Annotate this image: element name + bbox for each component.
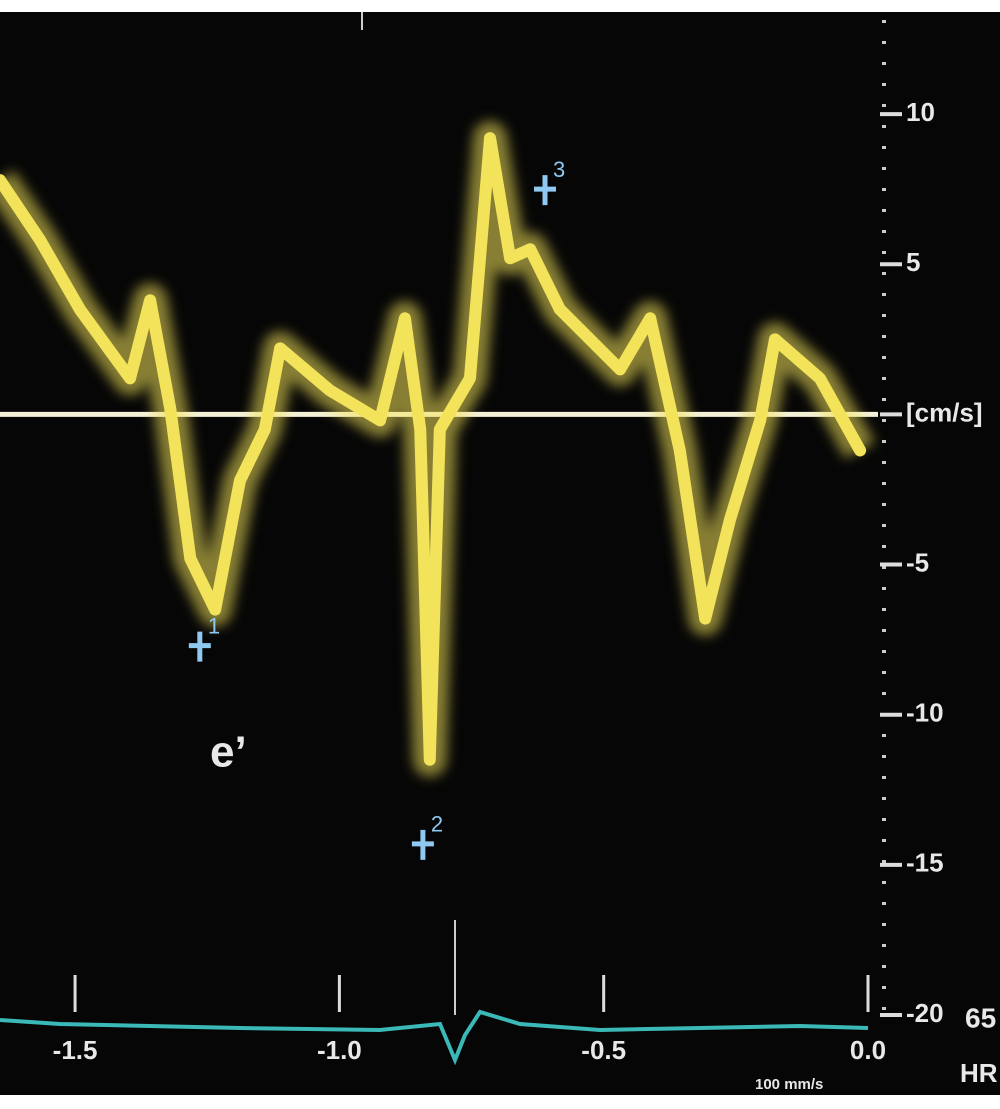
sweep-speed: 100 mm/s xyxy=(755,1076,823,1093)
y-tick-label: 10 xyxy=(906,97,935,127)
heart-rate-label: HR xyxy=(960,1058,998,1088)
y-tick-label: 5 xyxy=(906,247,920,277)
caliper-label: 3 xyxy=(553,157,565,182)
heart-rate: 65 xyxy=(965,1002,996,1033)
y-tick-label: -5 xyxy=(906,547,929,577)
y-tick-label: -15 xyxy=(906,848,944,878)
annotation: e’ xyxy=(210,728,247,777)
y-tick-label: [cm/s] xyxy=(906,397,983,427)
x-tick-label: -0.5 xyxy=(581,1035,626,1065)
doppler-screen: e’ 65 HR 100 mm/s 10 5 [cm/s] -5 -10 -15 -20 -1… xyxy=(0,0,1000,1104)
y-tick-label: -20 xyxy=(906,998,944,1028)
x-tick-label: -1.0 xyxy=(317,1035,362,1065)
x-tick-label: 0.0 xyxy=(850,1035,886,1065)
caliper-label: 1 xyxy=(208,613,220,638)
caliper-label: 2 xyxy=(431,812,443,837)
y-tick-label: -10 xyxy=(906,698,944,728)
x-tick-label: -1.5 xyxy=(53,1035,98,1065)
